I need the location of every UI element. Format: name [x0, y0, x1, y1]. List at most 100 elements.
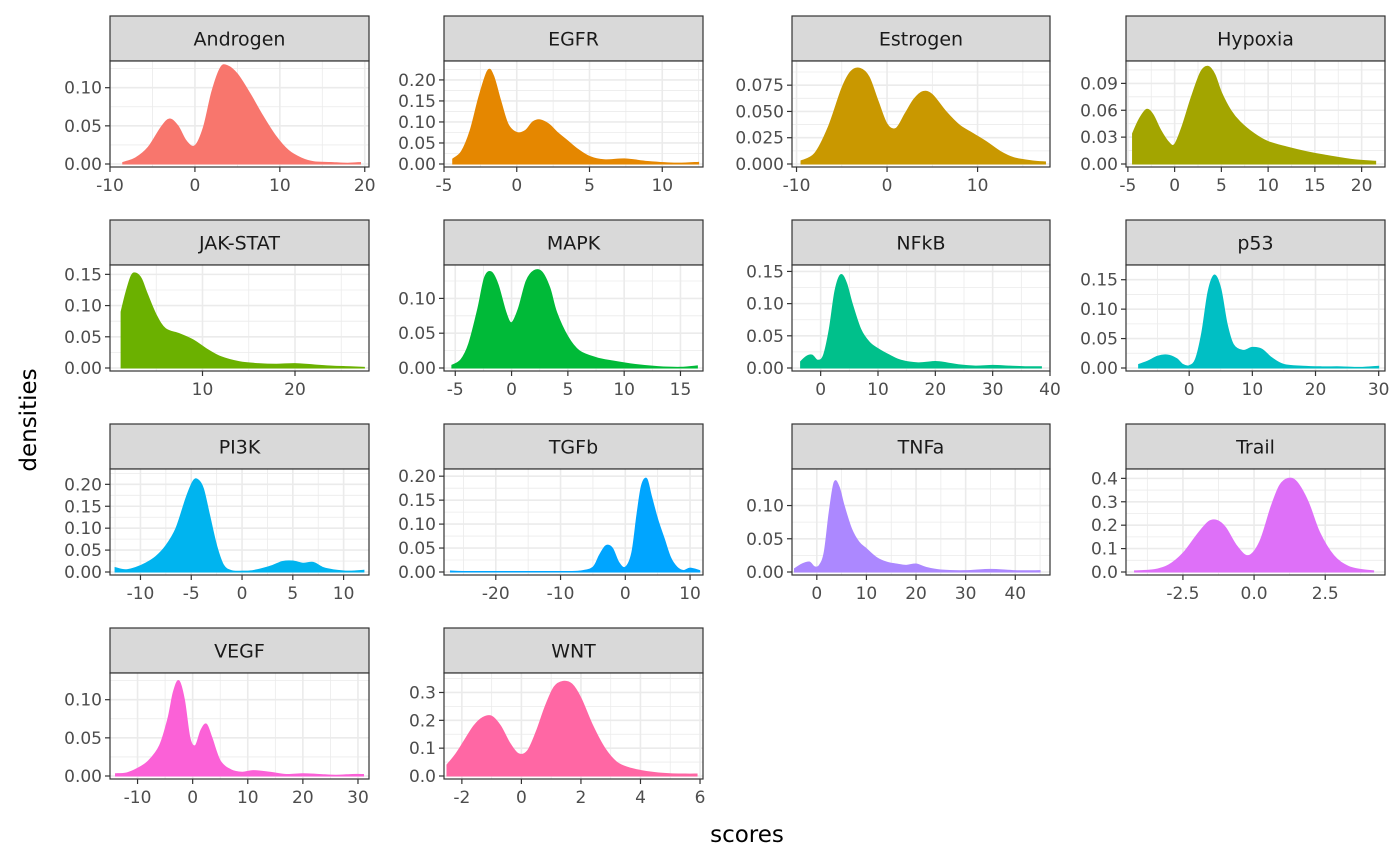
y-tick-label: 0.06	[1080, 101, 1118, 121]
x-tick-label: 0	[620, 584, 631, 604]
y-tick-label: 0.025	[735, 129, 784, 149]
density-area-egfr	[452, 68, 700, 165]
facet-androgen: Androgen 0.00 0.05 0.10 -10 0 10 20	[64, 15, 376, 196]
facet-p53: p53 0.00 0.05 0.10 0.15 0 10 20 30	[1080, 219, 1390, 400]
x-tick-label: 2	[576, 788, 587, 808]
y-tick-label: 0.00	[1080, 155, 1118, 175]
panel-border	[109, 468, 370, 576]
y-tick-label: 0.2	[1091, 516, 1118, 536]
facet-label: TGFb	[548, 437, 598, 459]
x-tick-label: -10	[547, 584, 575, 604]
y-tick-label: 0.20	[64, 475, 102, 495]
facet-tgfb: TGFb 0.00 0.05 0.10 0.15 0.20 -20 -10 0 10	[398, 423, 704, 604]
x-tick-label: 10	[1242, 380, 1264, 400]
density-area-estrogen	[800, 67, 1046, 165]
panel-border	[109, 60, 370, 168]
x-tick-label: 30	[955, 584, 977, 604]
y-tick-label: 0.10	[64, 79, 102, 99]
x-tick-label: 15	[1304, 176, 1326, 196]
y-tick-label: 0.00	[746, 359, 784, 379]
y-tick-label: 0.00	[398, 359, 436, 379]
y-tick-label: 0.4	[1091, 469, 1118, 489]
facet-trail: Trail 0.0 0.1 0.2 0.3 0.4 -2.5 0.0 2.5	[1091, 423, 1386, 604]
y-tick-label: 0.05	[398, 134, 436, 154]
density-area-trail	[1134, 477, 1375, 573]
x-tick-label: 6	[695, 788, 706, 808]
x-tick-label: -5	[447, 380, 464, 400]
y-tick-label: 0.15	[64, 265, 102, 285]
panel-border	[1125, 264, 1386, 372]
y-tick-label: 0.05	[1080, 330, 1118, 350]
x-tick-label: 0	[511, 176, 522, 196]
y-tick-label: 0.15	[398, 491, 436, 511]
x-tick-label: 40	[1039, 380, 1061, 400]
panel-border	[1125, 468, 1386, 576]
y-tick-label: 0.00	[64, 767, 102, 787]
x-tick-label: 0	[1184, 380, 1195, 400]
x-tick-label: -10	[96, 176, 124, 196]
y-tick-label: 0.2	[409, 711, 436, 731]
facet-strip	[443, 627, 704, 674]
y-tick-label: 0.10	[398, 289, 436, 309]
facet-strip	[443, 219, 704, 266]
density-area-p53	[1138, 274, 1380, 369]
x-tick-label: 4	[635, 788, 646, 808]
x-tick-label: 10	[613, 380, 635, 400]
x-tick-label: 10	[1257, 176, 1279, 196]
density-area-androgen	[122, 64, 362, 165]
x-tick-label: 10	[679, 584, 701, 604]
panel-border	[443, 672, 704, 780]
panel-background	[110, 469, 369, 575]
y-tick-label: 0.3	[409, 683, 436, 703]
x-tick-label: 0	[190, 176, 201, 196]
x-tick-label: 40	[1004, 584, 1026, 604]
y-tick-label: 0.10	[398, 113, 436, 133]
y-tick-label: 0.0	[409, 767, 436, 787]
facet-label: JAK-STAT	[198, 233, 280, 255]
facet-wnt: WNT 0.0 0.1 0.2 0.3 -2 0 2 4 6	[409, 627, 706, 808]
x-tick-label: -2.5	[1166, 584, 1199, 604]
facet-egfr: EGFR 0.000.050.100.150.20 -5 0 5 10	[398, 15, 704, 196]
x-tick-label: 20	[354, 176, 376, 196]
x-tick-label: -5	[183, 584, 200, 604]
x-tick-label: 0	[811, 584, 822, 604]
facet-mapk: MAPK 0.00 0.05 0.10 -5 0 5 10 15	[398, 219, 704, 400]
facet-strip	[109, 15, 370, 62]
x-tick-label: -5	[1119, 176, 1136, 196]
facet-label: Trail	[1235, 437, 1275, 459]
facet-label: WNT	[551, 641, 596, 663]
facet-strip	[1125, 423, 1386, 470]
x-tick-label: -2	[453, 788, 470, 808]
facet-strip	[791, 219, 1051, 266]
y-tick-label: 0.00	[64, 359, 102, 379]
x-tick-label: -5	[436, 176, 453, 196]
y-tick-label: 0.10	[746, 295, 784, 315]
x-tick-label: 0	[237, 584, 248, 604]
y-tick-label: 0.00	[64, 155, 102, 175]
x-tick-label: 20	[905, 584, 927, 604]
facet-strip	[791, 15, 1051, 62]
x-tick-label: 20	[292, 788, 314, 808]
facet-label: PI3K	[219, 437, 261, 459]
y-tick-label: 0.0	[1091, 563, 1118, 583]
facet-estrogen: Estrogen 0.000 0.025 0.050 0.075 -10 0 10	[735, 15, 1051, 196]
y-tick-label: 0.15	[64, 497, 102, 517]
x-tick-label: 10	[967, 176, 989, 196]
x-tick-label: 30	[347, 788, 369, 808]
x-tick-label: 2.5	[1312, 584, 1339, 604]
y-tick-label: 0.03	[1080, 128, 1118, 148]
y-tick-label: 0.10	[1080, 300, 1118, 320]
x-tick-label: -20	[482, 584, 510, 604]
x-tick-label: 10	[651, 176, 673, 196]
density-area-nfkb	[800, 273, 1042, 369]
facet-label: TNFa	[897, 437, 945, 459]
x-tick-label: 5	[562, 380, 573, 400]
facet-strip	[109, 627, 370, 674]
x-tick-label: 20	[284, 380, 306, 400]
facet-strip	[1125, 219, 1386, 266]
y-tick-label: 0.10	[398, 515, 436, 535]
y-tick-label: 0.20	[398, 71, 436, 91]
y-tick-label: 0.09	[1080, 74, 1118, 94]
